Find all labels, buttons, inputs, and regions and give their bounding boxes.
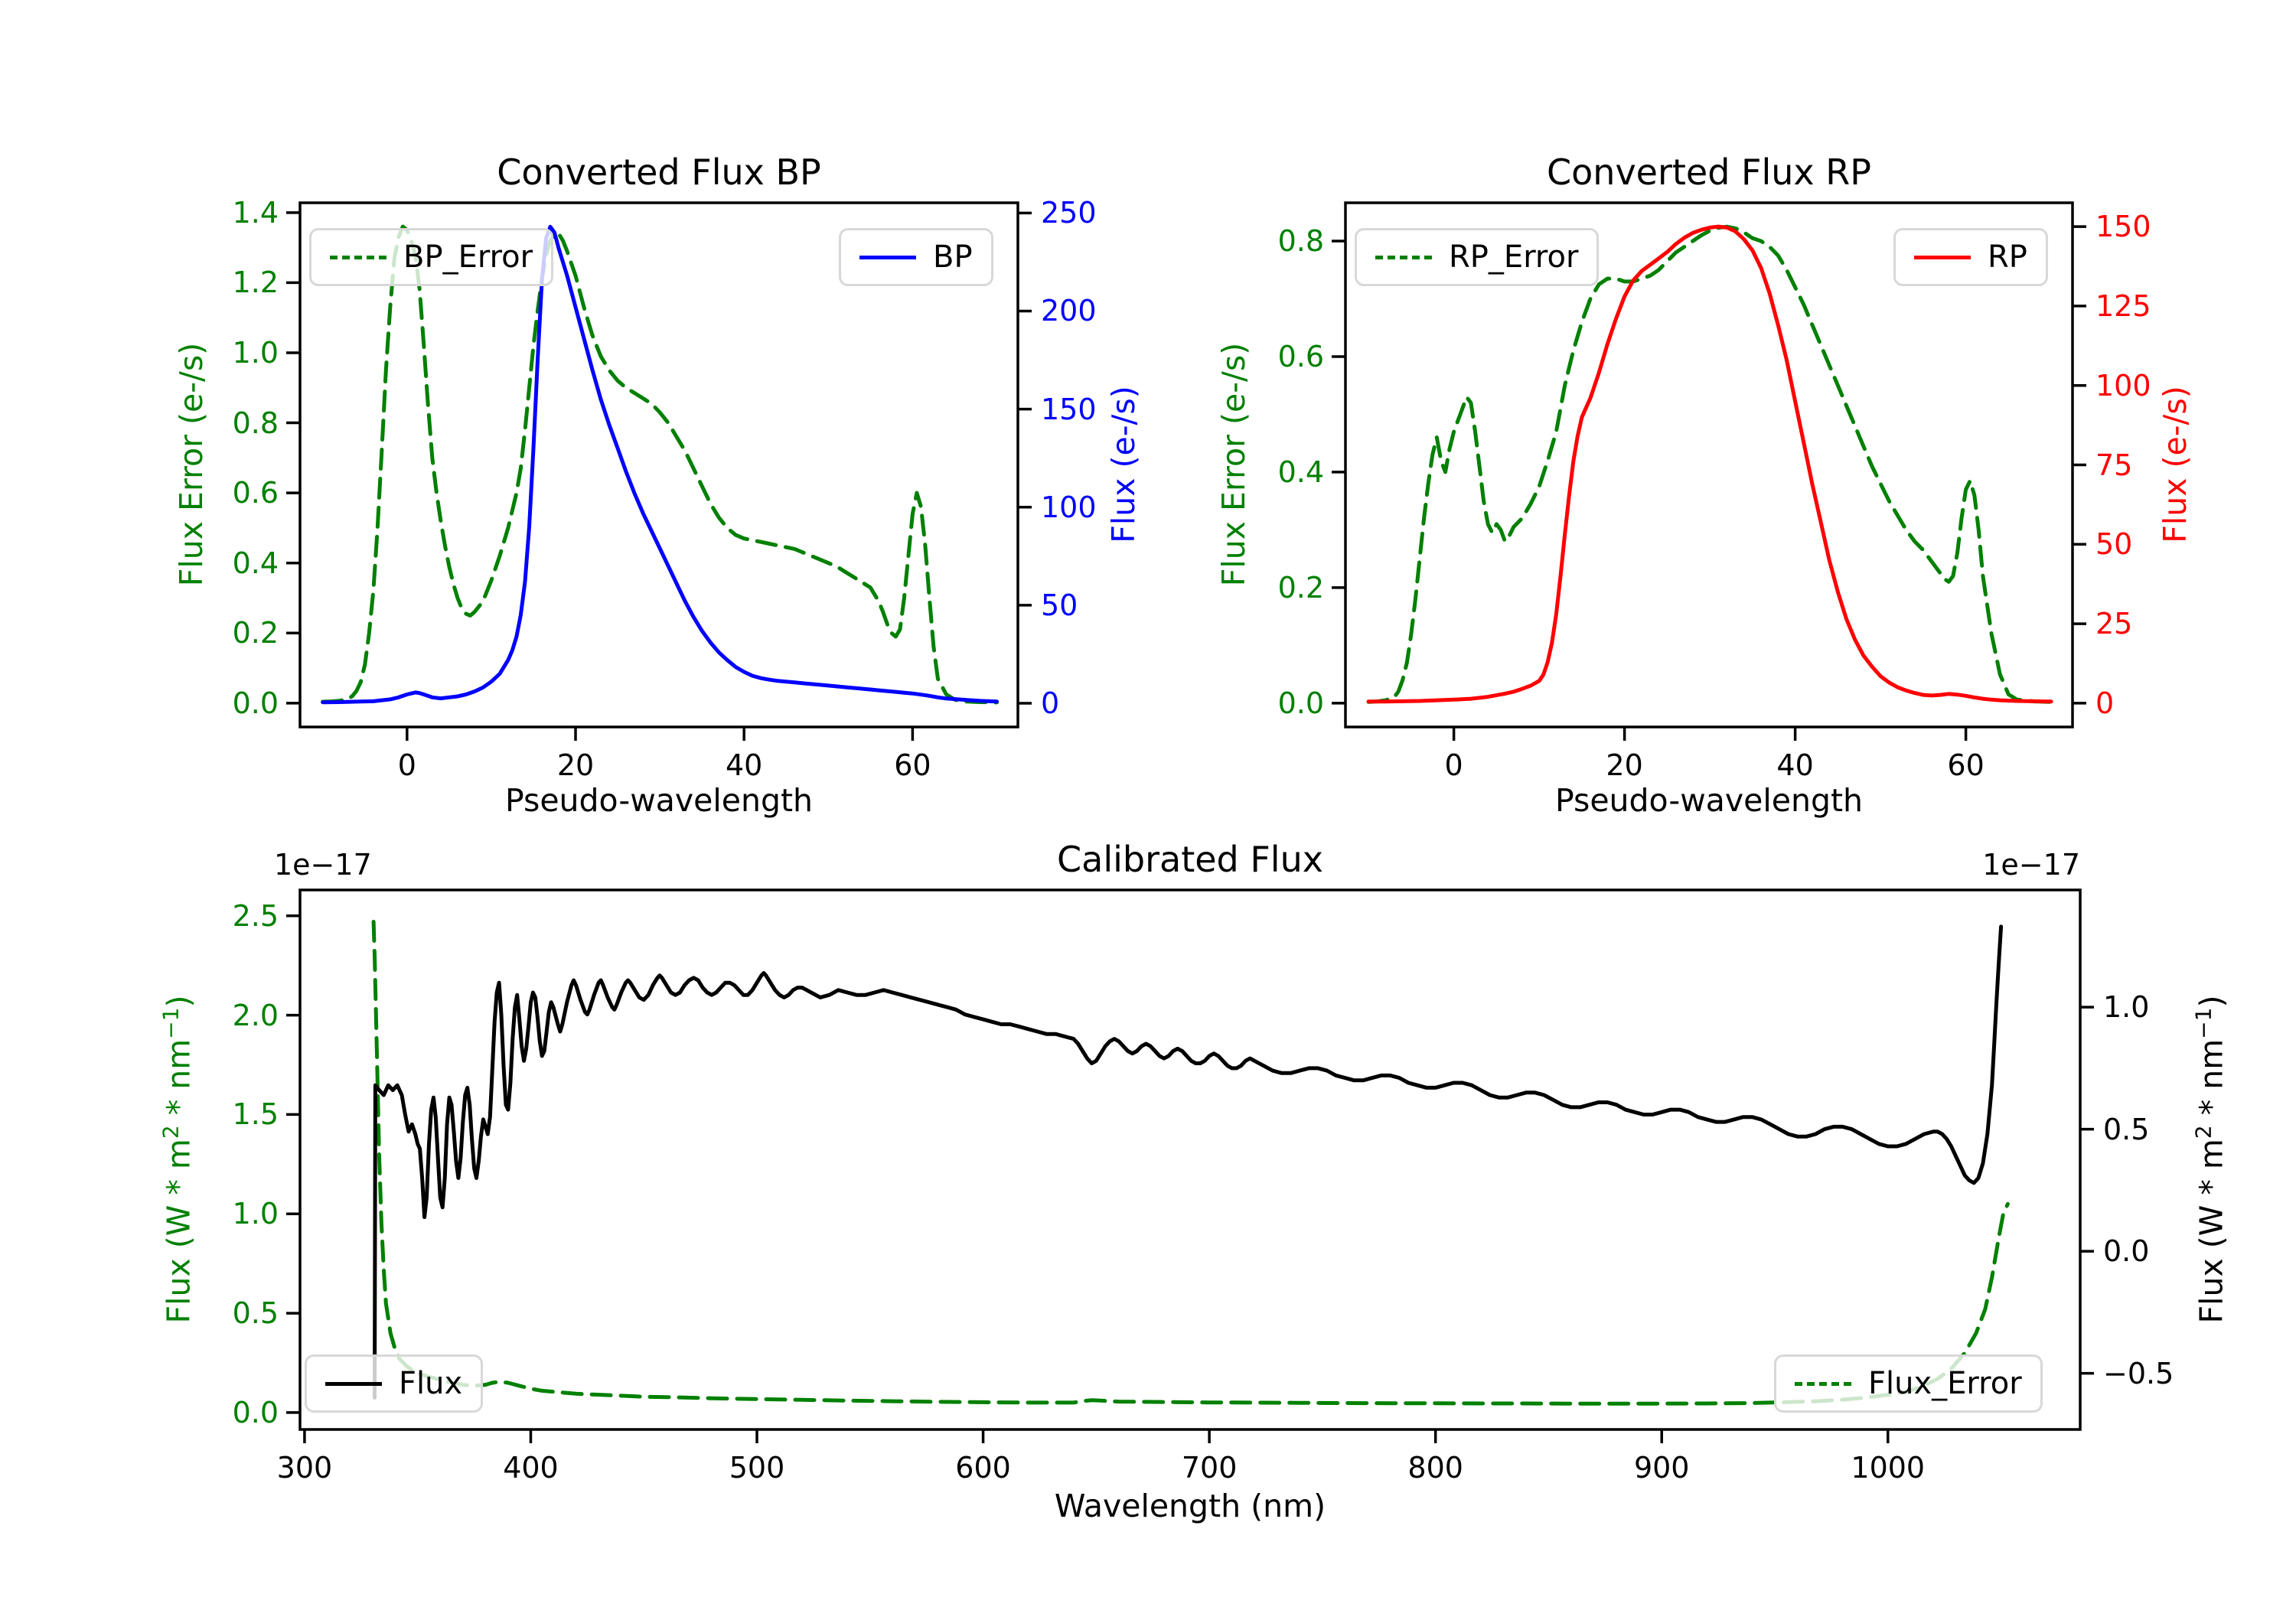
cal-xtick-7: 1000 — [1851, 1451, 1926, 1485]
legend-flux-label: Flux — [399, 1366, 463, 1401]
cal-xtick-3: 600 — [955, 1451, 1011, 1485]
bp-ytick-left-0: 0.0 — [232, 686, 279, 720]
bp-xtick-2: 40 — [726, 748, 763, 782]
legend-flux: Flux — [305, 1354, 484, 1413]
legend-bp-label: BP — [933, 240, 973, 275]
cal-xtick-4: 700 — [1181, 1451, 1238, 1485]
bp-ytick-left-6: 1.2 — [232, 266, 279, 300]
rp-ytick-right-0: 0 — [2095, 686, 2115, 720]
chart-rp-plot-area — [1332, 201, 2086, 741]
legend-rp-error-label: RP_Error — [1449, 240, 1579, 275]
chart-bp-xlabel: Pseudo-wavelength — [504, 782, 814, 819]
series-rp_error — [1366, 224, 2053, 704]
rp-xtick-2: 40 — [1776, 748, 1814, 782]
chart-bp-title: Converted Flux BP — [497, 152, 821, 193]
ylabel-part: Flux (W * m — [2193, 1139, 2230, 1324]
axes-spines-bp — [298, 201, 1019, 729]
rp-xtick-0: 0 — [1444, 748, 1463, 782]
cal-ytick-left-4: 2.0 — [232, 998, 279, 1032]
bp-ytick-left-7: 1.4 — [232, 195, 279, 230]
bp-xtick-1: 20 — [556, 748, 595, 782]
bp-ytick-right-3: 150 — [1041, 392, 1097, 426]
bp-ytick-right-5: 250 — [1041, 196, 1097, 230]
bp-ytick-left-1: 0.2 — [232, 616, 279, 650]
legend-rp: RP — [1893, 228, 2048, 286]
cal-xtick-6: 900 — [1633, 1451, 1690, 1485]
rp-ytick-left-4: 0.8 — [1277, 224, 1324, 259]
rp-ytick-right-5: 125 — [2095, 288, 2151, 323]
legend-bp-line-sample — [859, 255, 916, 259]
series-flux — [373, 924, 2004, 1400]
legend-flux-line-sample — [325, 1381, 382, 1386]
cal-xtick-5: 800 — [1407, 1451, 1463, 1485]
cal-ytick-left-1: 0.5 — [232, 1296, 279, 1331]
rp-ytick-right-2: 50 — [2095, 527, 2133, 562]
chart-bp-plot-area — [286, 201, 1032, 741]
legend-rp-label: RP — [1988, 240, 2027, 275]
legend-bp-error-label: BP_Error — [403, 240, 533, 275]
rp-ytick-right-3: 75 — [2095, 448, 2133, 482]
legend-bp-error-line-sample — [330, 255, 386, 259]
chart-cal-xlabel: Wavelength (nm) — [1054, 1488, 1326, 1524]
cal-xtick-0: 300 — [276, 1451, 333, 1485]
offset-label-right: 1e−17 — [1982, 848, 2080, 882]
bp-xtick-0: 0 — [397, 748, 416, 782]
cal-ytick-left-3: 1.5 — [232, 1097, 279, 1132]
rp-xtick-3: 60 — [1947, 748, 1985, 782]
bp-ytick-right-4: 200 — [1041, 294, 1097, 328]
cal-xtick-1: 400 — [503, 1451, 559, 1485]
bp-ytick-left-3: 0.6 — [232, 476, 279, 510]
rp-ytick-right-6: 150 — [2095, 210, 2151, 244]
legend-bp: BP — [839, 228, 993, 286]
legend-rp-line-sample — [1914, 255, 1971, 259]
chart-cal-title: Calibrated Flux — [1057, 839, 1323, 880]
cal-ytick-left-5: 2.5 — [232, 898, 279, 933]
axes-spines-cal — [298, 888, 2082, 1431]
rp-ytick-left-0: 0.0 — [1277, 686, 1324, 720]
bp-ytick-right-2: 100 — [1041, 490, 1097, 524]
rp-ytick-right-1: 25 — [2095, 607, 2133, 641]
rp-ytick-right-4: 100 — [2095, 368, 2151, 403]
cal-ytick-right-3: 1.0 — [2103, 990, 2150, 1025]
cal-ytick-right-2: 0.5 — [2103, 1112, 2150, 1146]
offset-label-left: 1e−17 — [274, 848, 372, 882]
rp-xtick-1: 20 — [1606, 748, 1643, 782]
rp-ytick-left-2: 0.4 — [1277, 455, 1324, 489]
bp-ytick-left-4: 0.8 — [232, 406, 279, 440]
bp-ytick-right-1: 50 — [1041, 588, 1078, 622]
cal-ytick-left-0: 0.0 — [232, 1395, 279, 1429]
chart-cal-ylabel-right: Flux (W * m2 * nm−1) — [2191, 996, 2230, 1324]
legend-bp-error: BP_Error — [309, 228, 554, 286]
chart-rp-title: Converted Flux RP — [1547, 152, 1871, 193]
legend-rp-error: RP_Error — [1355, 228, 1600, 286]
legend-flux-error-label: Flux_Error — [1868, 1366, 2022, 1401]
series-bp — [321, 224, 999, 705]
cal-ytick-right-0: −0.5 — [2103, 1356, 2174, 1390]
chart-rp-xlabel: Pseudo-wavelength — [1554, 782, 1864, 819]
cal-ytick-left-2: 1.0 — [232, 1197, 279, 1231]
series-rp — [1366, 224, 2053, 704]
bp-xtick-3: 60 — [894, 748, 931, 782]
cal-ytick-right-1: 0.0 — [2103, 1234, 2150, 1269]
rp-ytick-left-3: 0.6 — [1277, 339, 1324, 373]
bp-ytick-right-0: 0 — [1041, 686, 1060, 720]
chart-cal-ylabel-left: Flux (W * m2 * nm−1) — [158, 996, 197, 1324]
bp-ytick-left-2: 0.4 — [232, 546, 279, 580]
cal-xtick-2: 500 — [729, 1451, 785, 1485]
legend-flux-error: Flux_Error — [1774, 1354, 2043, 1413]
series-bp_error — [321, 224, 999, 705]
bp-ytick-left-5: 1.0 — [232, 335, 279, 370]
rp-ytick-left-1: 0.2 — [1277, 570, 1324, 605]
legend-flux-error-line-sample — [1795, 1381, 1851, 1386]
legend-rp-error-line-sample — [1375, 255, 1432, 259]
